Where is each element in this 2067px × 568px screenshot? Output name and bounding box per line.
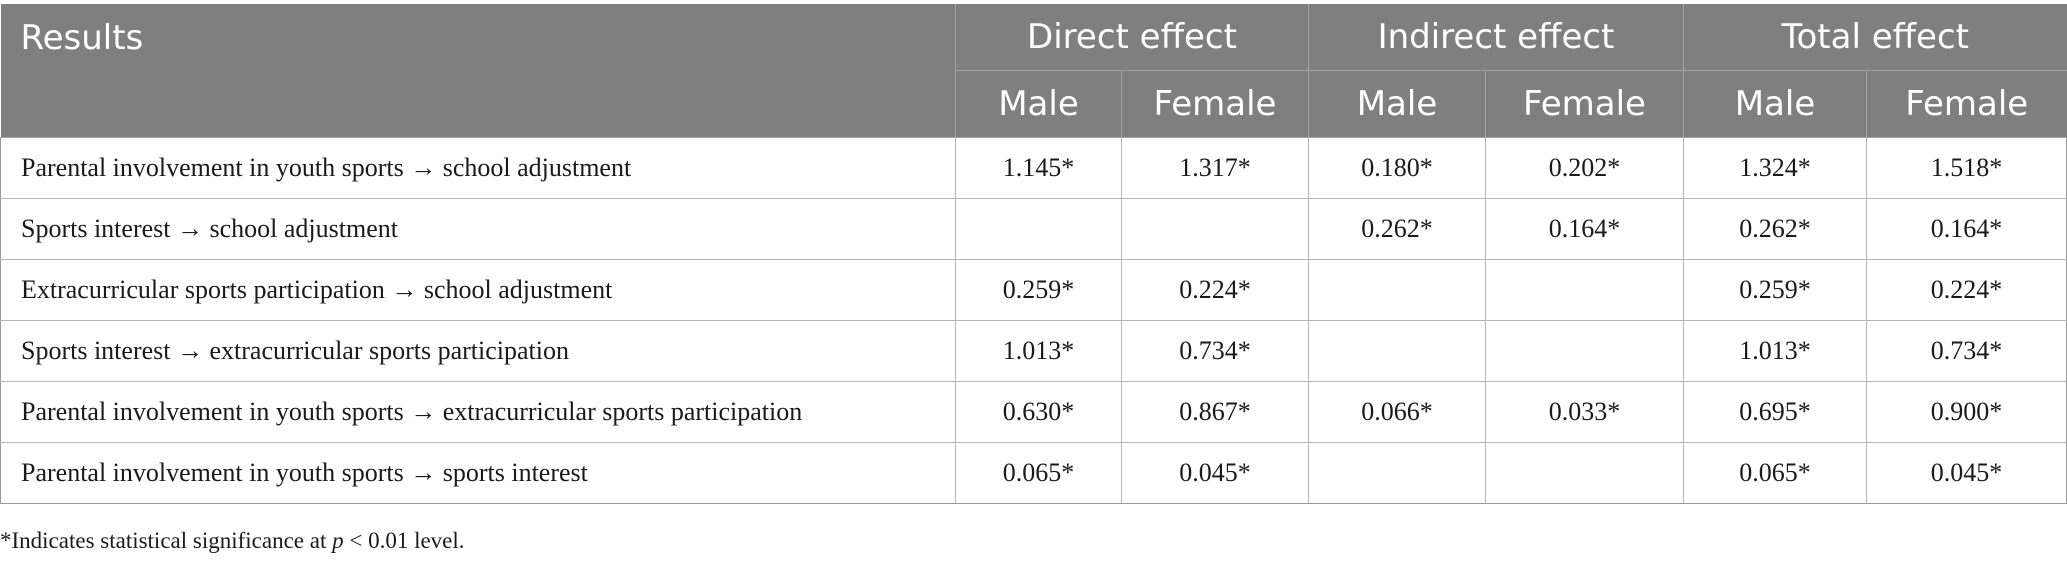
table-cell: 0.867*: [1121, 381, 1309, 443]
table-cell: 0.180*: [1308, 137, 1486, 199]
direct-effect-header: Direct effect: [955, 4, 1309, 71]
table-cell: 0.630*: [955, 381, 1122, 443]
direct-female-header: Female: [1121, 70, 1309, 138]
table-cell: 0.066*: [1308, 381, 1486, 443]
table-cell: 1.518*: [1866, 137, 2067, 199]
table-cell: 1.013*: [1683, 320, 1867, 382]
table-cell: 1.145*: [955, 137, 1122, 199]
table-cell: 0.259*: [1683, 259, 1867, 321]
table-cell: [1485, 320, 1684, 382]
table-cell: 0.734*: [1866, 320, 2067, 382]
indirect-female-header: Female: [1485, 70, 1684, 138]
table-cell: [1308, 320, 1486, 382]
row-label: Parental involvement in youth sports → s…: [0, 442, 956, 504]
table-cell: [1308, 259, 1486, 321]
direct-male-header: Male: [955, 70, 1122, 138]
table-cell: [1485, 259, 1684, 321]
table-cell: [1121, 198, 1309, 260]
table-cell: 1.013*: [955, 320, 1122, 382]
table-cell: 0.164*: [1866, 198, 2067, 260]
table-footnote: *Indicates statistical significance at p…: [0, 528, 465, 554]
table-cell: 1.317*: [1121, 137, 1309, 199]
total-female-header: Female: [1866, 70, 2067, 138]
table-row: Parental involvement in youth sports → s…: [0, 137, 2067, 199]
table-cell: 0.045*: [1121, 442, 1309, 504]
table-cell: 0.224*: [1866, 259, 2067, 321]
table-row: Sports interest → extracurricular sports…: [0, 320, 2067, 382]
table-row: Sports interest → school adjustment 0.26…: [0, 198, 2067, 260]
table-cell: 0.262*: [1683, 198, 1867, 260]
footnote-text: *Indicates statistical significance at: [0, 528, 333, 553]
table-row: Extracurricular sports participation → s…: [0, 259, 2067, 321]
table-cell: 0.045*: [1866, 442, 2067, 504]
table-cell: 0.259*: [955, 259, 1122, 321]
table-cell: 0.900*: [1866, 381, 2067, 443]
table-cell: 0.224*: [1121, 259, 1309, 321]
row-label: Sports interest → extracurricular sports…: [0, 320, 956, 382]
table-cell: 0.734*: [1121, 320, 1309, 382]
table-cell: 0.262*: [1308, 198, 1486, 260]
table-cell: [955, 198, 1122, 260]
table-row: Parental involvement in youth sports → s…: [0, 442, 2067, 504]
total-effect-header: Total effect: [1683, 4, 2067, 71]
row-label: Extracurricular sports participation → s…: [0, 259, 956, 321]
total-male-header: Male: [1683, 70, 1867, 138]
table-cell: 0.065*: [1683, 442, 1867, 504]
results-header: Results: [0, 4, 956, 138]
indirect-effect-header: Indirect effect: [1308, 4, 1684, 71]
indirect-male-header: Male: [1308, 70, 1486, 138]
table-cell: 0.065*: [955, 442, 1122, 504]
table-cell: 0.033*: [1485, 381, 1684, 443]
table-cell: 0.164*: [1485, 198, 1684, 260]
table-cell: 1.324*: [1683, 137, 1867, 199]
footnote-threshold: < 0.01 level.: [343, 528, 465, 553]
table-cell: [1485, 442, 1684, 504]
header-row-groups: Results Direct effect Indirect effect To…: [0, 4, 2067, 138]
row-label: Parental involvement in youth sports → s…: [0, 137, 956, 199]
table-cell: 0.695*: [1683, 381, 1867, 443]
table-cell: [1308, 442, 1486, 504]
row-label: Sports interest → school adjustment: [0, 198, 956, 260]
row-label: Parental involvement in youth sports → e…: [0, 381, 956, 443]
footnote-p-symbol: p: [332, 528, 344, 553]
results-table: Results Direct effect Indirect effect To…: [0, 4, 2067, 504]
table-row: Parental involvement in youth sports → e…: [0, 381, 2067, 443]
table-cell: 0.202*: [1485, 137, 1684, 199]
